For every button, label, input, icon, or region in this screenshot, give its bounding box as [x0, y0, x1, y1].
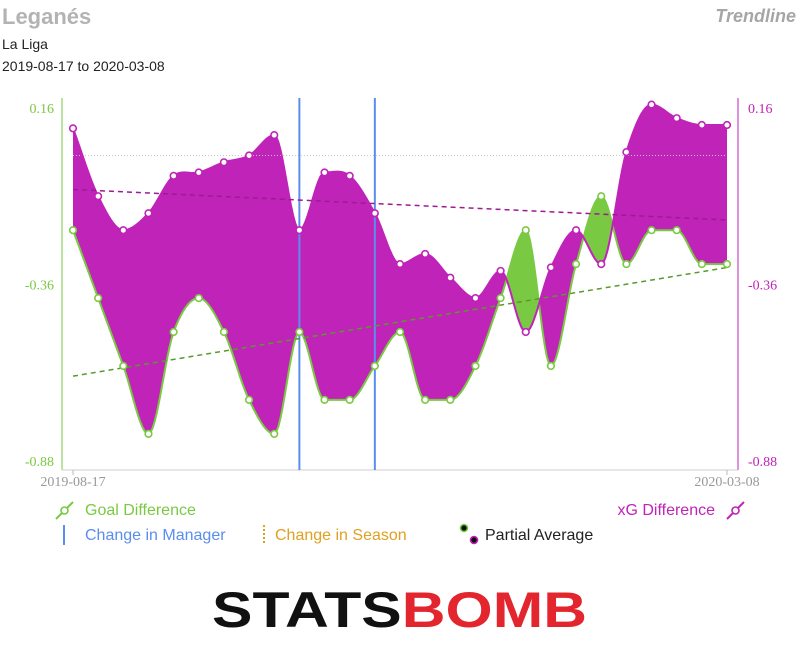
goal-point-14 [395, 327, 405, 337]
xg-point-5 [169, 171, 178, 180]
goal-point-7 [219, 327, 229, 337]
xg-point-24 [647, 100, 656, 109]
xg-point-20 [546, 263, 556, 272]
xg-point-13 [370, 209, 379, 218]
trendline-chart: 0.16 -0.36 -0.88 0.16 -0.36 -0.88 2019-08-17 20… [25, 98, 777, 545]
goal-point-11 [320, 395, 329, 405]
right-tick-label-2: -0.36 [748, 279, 777, 294]
goal-point-6 [194, 293, 203, 303]
goal-point-13 [370, 361, 379, 371]
xg-trend-line [72, 188, 728, 221]
xg-point-3 [119, 226, 128, 235]
xg-point-1 [68, 124, 78, 133]
mode-label[interactable]: Trendline [715, 6, 796, 26]
goal-point-10 [295, 327, 304, 337]
x-tick-label-last: 2020-03-08 [694, 475, 759, 490]
xg-point-14 [395, 260, 405, 269]
logo-text-right: BOMB [402, 583, 587, 635]
goal-point-18 [496, 293, 505, 303]
xg-point-2 [94, 192, 103, 201]
legend-goal-icon-dot [60, 506, 69, 515]
page-title: Leganés [2, 4, 92, 29]
legend-xg-icon-dot [731, 506, 740, 515]
legend-partial-label: Partial Average [485, 527, 593, 544]
competition-label: La Liga [2, 36, 48, 52]
legend-manager-label: Change in Manager [85, 527, 226, 544]
xg-point-4 [144, 209, 153, 218]
xg-point-12 [345, 171, 354, 180]
xg-point-15 [421, 249, 430, 259]
xg-point-27 [722, 120, 732, 130]
legend-partial-icon-goal [459, 523, 469, 533]
goal-point-8 [244, 395, 254, 405]
goal-point-16 [446, 395, 455, 405]
xg-point-10 [295, 226, 304, 235]
goal-point-22 [597, 192, 606, 201]
right-tick-label-3: -0.88 [748, 455, 777, 470]
x-tick-label-first: 2019-08-17 [40, 475, 105, 490]
goal-trend-line [72, 266, 728, 377]
goal-point-19 [521, 226, 530, 235]
xg-above-area [73, 104, 727, 434]
xg-point-11 [320, 168, 329, 177]
goal-point-4 [144, 429, 153, 438]
xg-point-7 [219, 158, 229, 167]
goal-point-15 [421, 395, 430, 405]
legend-goal-label: Goal Difference [85, 502, 196, 519]
goal-point-27 [722, 260, 732, 269]
goal-point-20 [546, 361, 556, 371]
legend-xg-label: xG Difference [617, 502, 715, 519]
goal-point-25 [672, 226, 681, 235]
xg-point-22 [597, 260, 606, 269]
goal-point-3 [119, 361, 128, 371]
xg-point-19 [521, 327, 530, 337]
goal-point-17 [471, 361, 480, 371]
right-tick-label-1: 0.16 [748, 102, 773, 117]
goal-point-12 [345, 395, 354, 405]
xg-point-23 [622, 148, 631, 157]
xg-point-8 [244, 151, 254, 160]
xg-point-26 [697, 120, 706, 130]
left-tick-label-2: -0.36 [25, 279, 54, 294]
left-tick-label-3: -0.88 [25, 455, 54, 470]
goal-point-2 [94, 293, 103, 303]
xg-point-9 [270, 131, 279, 140]
goal-point-9 [270, 429, 279, 438]
statsbomb-logo: STATS BOMB [212, 583, 587, 635]
left-tick-label-1: 0.16 [30, 102, 55, 117]
goal-point-23 [622, 260, 631, 269]
date-range-label: 2019-08-17 to 2020-03-08 [2, 58, 165, 74]
xg-point-16 [446, 273, 455, 282]
legend-season-label: Change in Season [275, 527, 407, 544]
logo-text-left: STATS [212, 583, 402, 635]
xg-point-21 [571, 226, 581, 235]
goal-point-5 [169, 327, 178, 337]
xg-point-25 [672, 114, 681, 123]
xg-point-18 [496, 266, 505, 276]
goal-point-1 [68, 226, 78, 235]
legend-partial-icon-xg [469, 535, 479, 545]
goal-point-24 [647, 226, 656, 235]
goal-point-21 [571, 260, 581, 269]
goal-point-26 [697, 260, 706, 269]
xg-point-6 [194, 168, 203, 177]
xg-point-17 [471, 293, 480, 303]
